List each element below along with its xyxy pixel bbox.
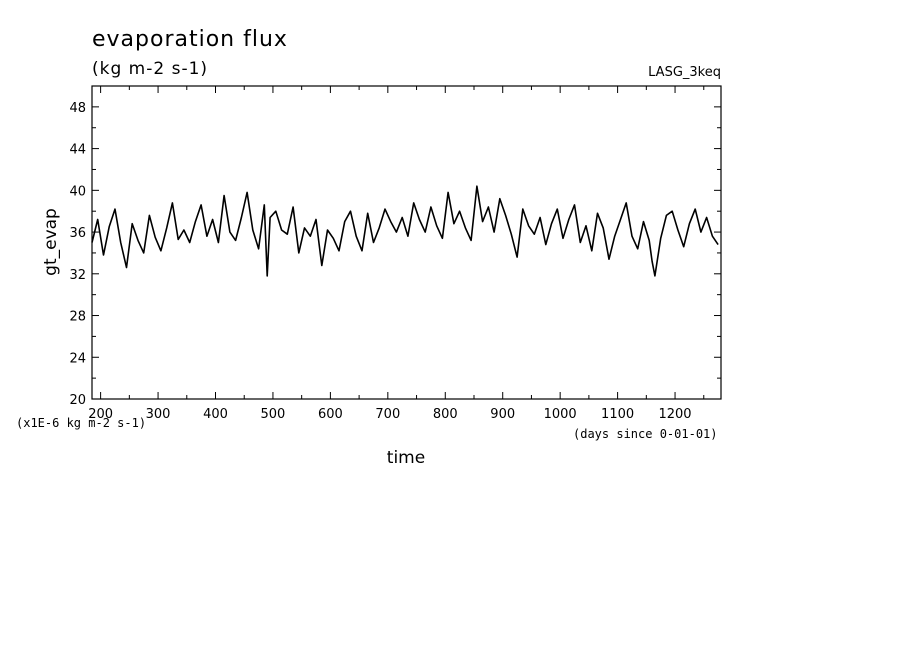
chart-tag: LASG_3keq — [648, 65, 721, 80]
y-tick-label: 44 — [69, 143, 86, 158]
y-tick-label: 48 — [69, 101, 86, 116]
series-line — [91, 185, 719, 277]
x-tick-label: 1000 — [544, 407, 577, 422]
series-layer — [91, 185, 719, 277]
x-tick-label: 800 — [433, 407, 458, 422]
x-tick-label: 400 — [203, 407, 228, 422]
y-axis: 20 24 28 32 36 40 44 48 — [69, 85, 721, 408]
chart-title: evaporation flux — [92, 27, 288, 52]
y-tick-label: 28 — [69, 310, 86, 325]
x-axis-label: time — [387, 448, 425, 468]
y-unit-note: (x1E-6 kg m-2 s-1) — [16, 416, 146, 430]
x-tick-label: 500 — [261, 407, 286, 422]
x-tick-label: 700 — [375, 407, 400, 422]
x-tick-label: 1200 — [658, 407, 691, 422]
chart-subtitle: (kg m-2 s-1) — [92, 59, 208, 79]
x-unit-note: (days since 0-01-01) — [573, 427, 718, 441]
x-axis: 200 300 400 500 600 700 800 900 1000 1100 1200 — [88, 86, 705, 422]
y-tick-label: 36 — [69, 226, 86, 241]
x-tick-label: 1100 — [601, 407, 634, 422]
x-tick-label: 200 — [88, 407, 113, 422]
x-tick-label: 900 — [490, 407, 515, 422]
x-tick-label: 300 — [146, 407, 171, 422]
plot-frame — [91, 85, 722, 400]
y-tick-label: 20 — [69, 393, 86, 408]
y-tick-label: 24 — [69, 351, 86, 366]
y-tick-label: 40 — [69, 184, 86, 199]
y-axis-label: gt_evap — [41, 208, 61, 276]
x-tick-label: 600 — [318, 407, 343, 422]
y-tick-label: 32 — [69, 268, 86, 283]
